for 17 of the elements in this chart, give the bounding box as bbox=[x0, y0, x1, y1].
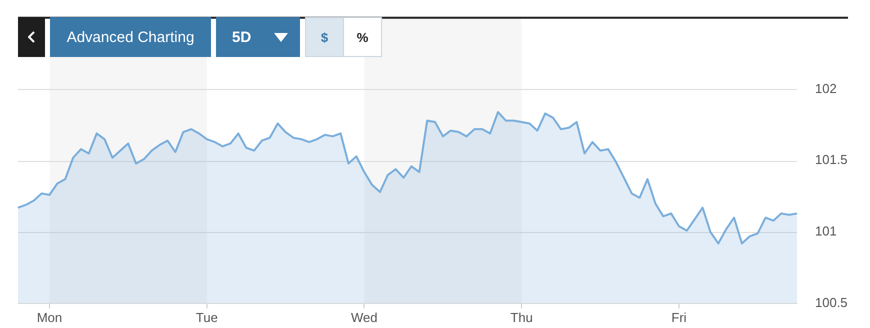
x-tick-label: Wed bbox=[350, 310, 378, 325]
text-button: Advanced Charting bbox=[50, 17, 211, 57]
x-tick-label: Fri bbox=[671, 310, 687, 325]
dropdown-button: 5D bbox=[216, 17, 300, 57]
toggle-button: $ bbox=[305, 17, 344, 57]
x-tick-label: Thu bbox=[510, 310, 533, 325]
annotation: % bbox=[356, 30, 368, 44]
y-tick-label: 100.5 bbox=[815, 294, 848, 310]
annotation: $ bbox=[320, 30, 328, 44]
y-tick-label: 101 bbox=[815, 224, 837, 239]
y-tick-label: 102 bbox=[815, 80, 837, 96]
annotation: Advanced Charting bbox=[66, 28, 194, 46]
x-tick-label: Mon bbox=[36, 310, 62, 325]
y-tick-label: 101.5 bbox=[815, 152, 848, 168]
annotation: 5D bbox=[232, 28, 252, 46]
x-tick-label: Tue bbox=[196, 310, 218, 325]
toggle-button: % bbox=[343, 17, 382, 57]
